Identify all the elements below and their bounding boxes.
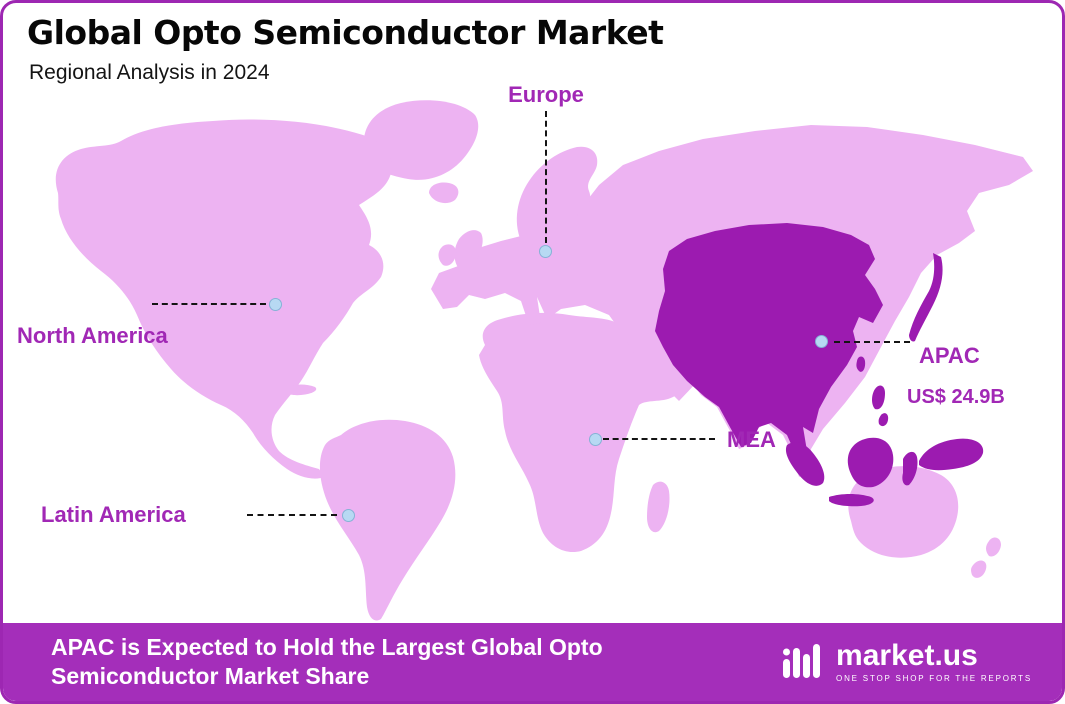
- page-title: Global Opto Semiconductor Market: [27, 13, 664, 52]
- island-borneo: [847, 437, 894, 488]
- island-sulawesi: [902, 451, 918, 486]
- island-iceland: [429, 182, 459, 204]
- island-great-britain: [454, 230, 483, 271]
- apac-market-value: US$ 24.9B: [907, 386, 1005, 408]
- world-map: Europe North America APAC US$ 24.9B MEA …: [3, 3, 1062, 701]
- island-new-zealand-south: [971, 560, 987, 578]
- island-sumatra: [785, 442, 825, 486]
- marker-dot-mea: [589, 433, 602, 446]
- world-map-svg: [55, 100, 1033, 621]
- region-label-europe: Europe: [508, 82, 584, 107]
- island-cuba: [284, 384, 317, 396]
- footer-caption-line1: APAC is Expected to Hold the Largest Glo…: [51, 634, 603, 661]
- region-label-mea: MEA: [727, 427, 776, 452]
- footer-bar: APAC is Expected to Hold the Largest Glo…: [3, 623, 1062, 701]
- region-label-latin-america: Latin America: [41, 502, 186, 527]
- brand-name: market.us: [836, 639, 978, 672]
- continent-greenland: [363, 100, 479, 180]
- leader-line-north-america: [152, 303, 266, 305]
- continent-australia: [848, 466, 959, 558]
- island-new-guinea: [919, 438, 984, 471]
- region-scandinavia: [516, 146, 598, 246]
- page-subtitle: Regional Analysis in 2024: [29, 61, 270, 84]
- leader-line-latin-america: [247, 514, 337, 516]
- region-label-north-america: North America: [17, 323, 168, 348]
- island-philippines-south: [878, 413, 889, 427]
- brand-tagline: ONE STOP SHOP FOR THE REPORTS: [836, 674, 1032, 683]
- brand-logo: market.us ONE STOP SHOP FOR THE REPORTS: [782, 641, 1032, 683]
- footer-caption: APAC is Expected to Hold the Largest Glo…: [51, 633, 603, 691]
- region-label-apac: APAC: [919, 343, 980, 368]
- marker-dot-north-america: [269, 298, 282, 311]
- marker-dot-latin-america: [342, 509, 355, 522]
- brand-text: market.us ONE STOP SHOP FOR THE REPORTS: [836, 639, 1032, 684]
- marker-dot-apac: [815, 335, 828, 348]
- island-taiwan: [856, 356, 866, 372]
- continent-africa: [479, 312, 679, 553]
- leader-line-europe: [545, 111, 547, 243]
- region-apac-shape: [655, 223, 883, 475]
- island-ireland: [438, 244, 457, 266]
- continent-north-america: [55, 119, 392, 479]
- island-java: [829, 494, 874, 507]
- leader-line-apac: [834, 341, 910, 343]
- continent-south-america: [319, 419, 456, 621]
- brand-logo-icon: [783, 644, 821, 678]
- island-japan: [909, 253, 943, 342]
- island-new-zealand-north: [986, 537, 1001, 557]
- island-madagascar: [647, 481, 670, 533]
- footer-caption-line2: Semiconductor Market Share: [51, 663, 370, 689]
- island-philippines-north: [872, 385, 885, 410]
- leader-line-mea: [603, 438, 715, 440]
- marker-dot-europe: [539, 245, 552, 258]
